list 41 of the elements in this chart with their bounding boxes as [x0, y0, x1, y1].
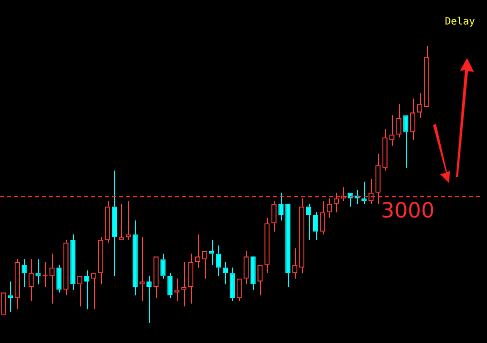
annotation: 3000 [381, 198, 434, 223]
candlestick [403, 115, 408, 168]
candlestick [320, 200, 326, 235]
candlestick [230, 267, 235, 302]
candlestick [167, 272, 173, 299]
candlestick [98, 236, 104, 285]
candlestick [222, 262, 228, 285]
candlestick [375, 154, 381, 204]
candlestick [285, 204, 290, 288]
candlestick [36, 258, 41, 285]
text: Delay [444, 16, 475, 28]
candlestick [382, 128, 388, 172]
candlestick [271, 200, 277, 232]
candlestick [181, 262, 186, 307]
candlestick [424, 46, 430, 107]
candlestick [104, 200, 110, 244]
candlestick [112, 170, 118, 276]
candlestick [250, 256, 256, 290]
candlestick [14, 258, 20, 310]
candlestick [22, 258, 27, 288]
candlestick [188, 253, 194, 304]
candlestick [257, 264, 263, 296]
candlestick [28, 258, 34, 302]
candlestick [118, 203, 124, 240]
candlestick [84, 270, 90, 310]
candlestick [236, 278, 242, 302]
candlestick [160, 253, 166, 280]
candlestick [396, 104, 402, 138]
candlestick [244, 250, 249, 285]
candlestick [70, 234, 76, 290]
candlestick [56, 264, 62, 294]
candlestick [410, 98, 416, 141]
candlestick [264, 217, 270, 274]
candlestick [278, 192, 284, 222]
candlestick [208, 239, 214, 266]
candlestick [348, 192, 353, 208]
candlestick [216, 244, 222, 276]
candlestick [132, 220, 138, 296]
candlestick [63, 239, 68, 296]
candlestick [312, 212, 318, 240]
candlestick [299, 198, 304, 274]
